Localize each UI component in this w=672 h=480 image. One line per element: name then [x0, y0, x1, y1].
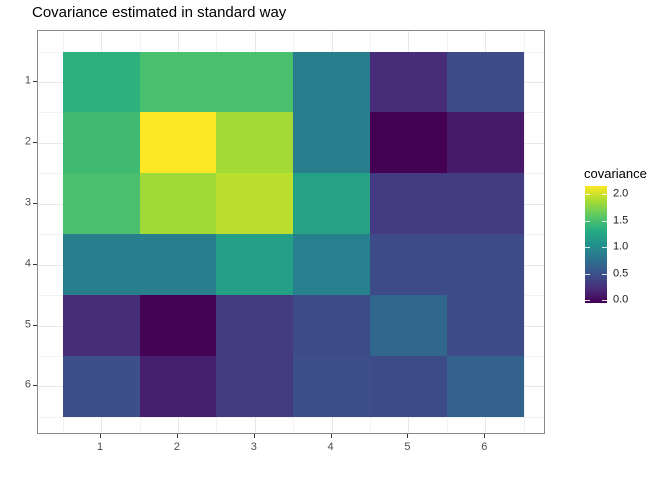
heatmap-cell-r3-c1: [62, 173, 141, 235]
x-tick-label: 4: [327, 441, 334, 453]
y-tick-label: 3: [24, 196, 31, 209]
heatmap-cell-r6-c4: [293, 356, 371, 418]
heatmap-cell-r5-c5: [370, 295, 448, 357]
heatmap-cell-r3-c4: [293, 173, 371, 235]
colorbar-tick-right: [602, 247, 607, 249]
heatmap-cell-r2-c6: [446, 112, 525, 174]
heatmap-cell-r4-c4: [293, 234, 371, 296]
heatmap-cell-r6-c2: [139, 356, 217, 418]
colorbar-tick-left: [585, 247, 590, 249]
heatmap-cell-r1-c1: [62, 51, 141, 113]
plot-title: Covariance estimated in standard way: [32, 4, 287, 21]
heatmap-cell-r2-c2: [139, 112, 217, 174]
colorbar-tick-label: 1.5: [613, 214, 629, 227]
y-tick-label: 2: [24, 135, 31, 148]
x-tick-label: 3: [250, 441, 257, 453]
x-tick-label: 5: [404, 441, 411, 453]
y-tick-mark: [33, 202, 37, 204]
colorbar-tick-left: [585, 220, 590, 222]
heatmap-cell-r2-c3: [216, 112, 294, 174]
heatmap-cell-r6-c6: [446, 356, 525, 418]
x-tick-mark: [330, 434, 332, 438]
colorbar-tick-right: [602, 220, 607, 222]
y-tick-label: 4: [24, 257, 31, 270]
y-tick-label: 1: [24, 74, 31, 87]
x-tick-mark: [407, 434, 409, 438]
y-tick-mark: [33, 141, 37, 143]
heatmap-cell-r5-c4: [293, 295, 371, 357]
heatmap-cell-r5-c1: [62, 295, 141, 357]
legend-title: covariance: [584, 166, 647, 181]
heatmap-cell-r3-c5: [370, 173, 448, 235]
x-tick-mark: [176, 434, 178, 438]
colorbar-tick-label: 0.0: [613, 293, 629, 306]
heatmap-cell-r1-c6: [446, 51, 525, 113]
y-tick-mark: [33, 385, 37, 387]
colorbar-tick-right: [602, 300, 607, 302]
colorbar-tick-left: [585, 193, 590, 195]
colorbar-tick-label: 1.0: [613, 240, 629, 253]
heatmap-cell-r4-c2: [139, 234, 217, 296]
colorbar-tick-label: 2.0: [613, 187, 629, 200]
heatmap-cell-r1-c3: [216, 51, 294, 113]
colorbar-tick-left: [585, 273, 590, 275]
heatmap-cell-r4-c3: [216, 234, 294, 296]
y-tick-mark: [33, 324, 37, 326]
y-tick-mark: [33, 80, 37, 82]
heatmap-cell-r3-c3: [216, 173, 294, 235]
heatmap-cell-r2-c1: [62, 112, 141, 174]
heatmap-cell-r5-c3: [216, 295, 294, 357]
heatmap-cell-r4-c1: [62, 234, 141, 296]
plot-panel: [37, 30, 545, 434]
heatmap-cell-r3-c2: [139, 173, 217, 235]
heatmap-cell-r2-c5: [370, 112, 448, 174]
y-tick-label: 6: [24, 378, 31, 391]
heatmap-cell-r4-c5: [370, 234, 448, 296]
heatmap-cell-r5-c2: [139, 295, 217, 357]
heatmap-cell-r4-c6: [446, 234, 525, 296]
heatmap-cell-r5-c6: [446, 295, 525, 357]
x-tick-mark: [100, 434, 102, 438]
x-tick-label: 1: [97, 441, 104, 453]
x-tick-label: 6: [481, 441, 488, 453]
x-tick-label: 2: [173, 441, 180, 453]
grid-minor-h: [38, 416, 544, 418]
heatmap-cell-r3-c6: [446, 173, 525, 235]
heatmap-cell-r1-c4: [293, 51, 371, 113]
colorbar-tick-left: [585, 300, 590, 302]
y-tick-label: 5: [24, 318, 31, 331]
x-tick-mark: [253, 434, 255, 438]
colorbar-tick-right: [602, 193, 607, 195]
heatmap-cell-r6-c5: [370, 356, 448, 418]
y-tick-mark: [33, 263, 37, 265]
x-tick-mark: [484, 434, 486, 438]
heatmap-cell-r6-c1: [62, 356, 141, 418]
colorbar-gradient: [585, 186, 607, 303]
heatmap-cell-r1-c2: [139, 51, 217, 113]
colorbar-tick-right: [602, 273, 607, 275]
colorbar-tick-label: 0.5: [613, 267, 629, 280]
heatmap-cell-r1-c5: [370, 51, 448, 113]
heatmap-cell-r2-c4: [293, 112, 371, 174]
heatmap-cell-r6-c3: [216, 356, 294, 418]
grid-minor-v: [523, 31, 525, 433]
